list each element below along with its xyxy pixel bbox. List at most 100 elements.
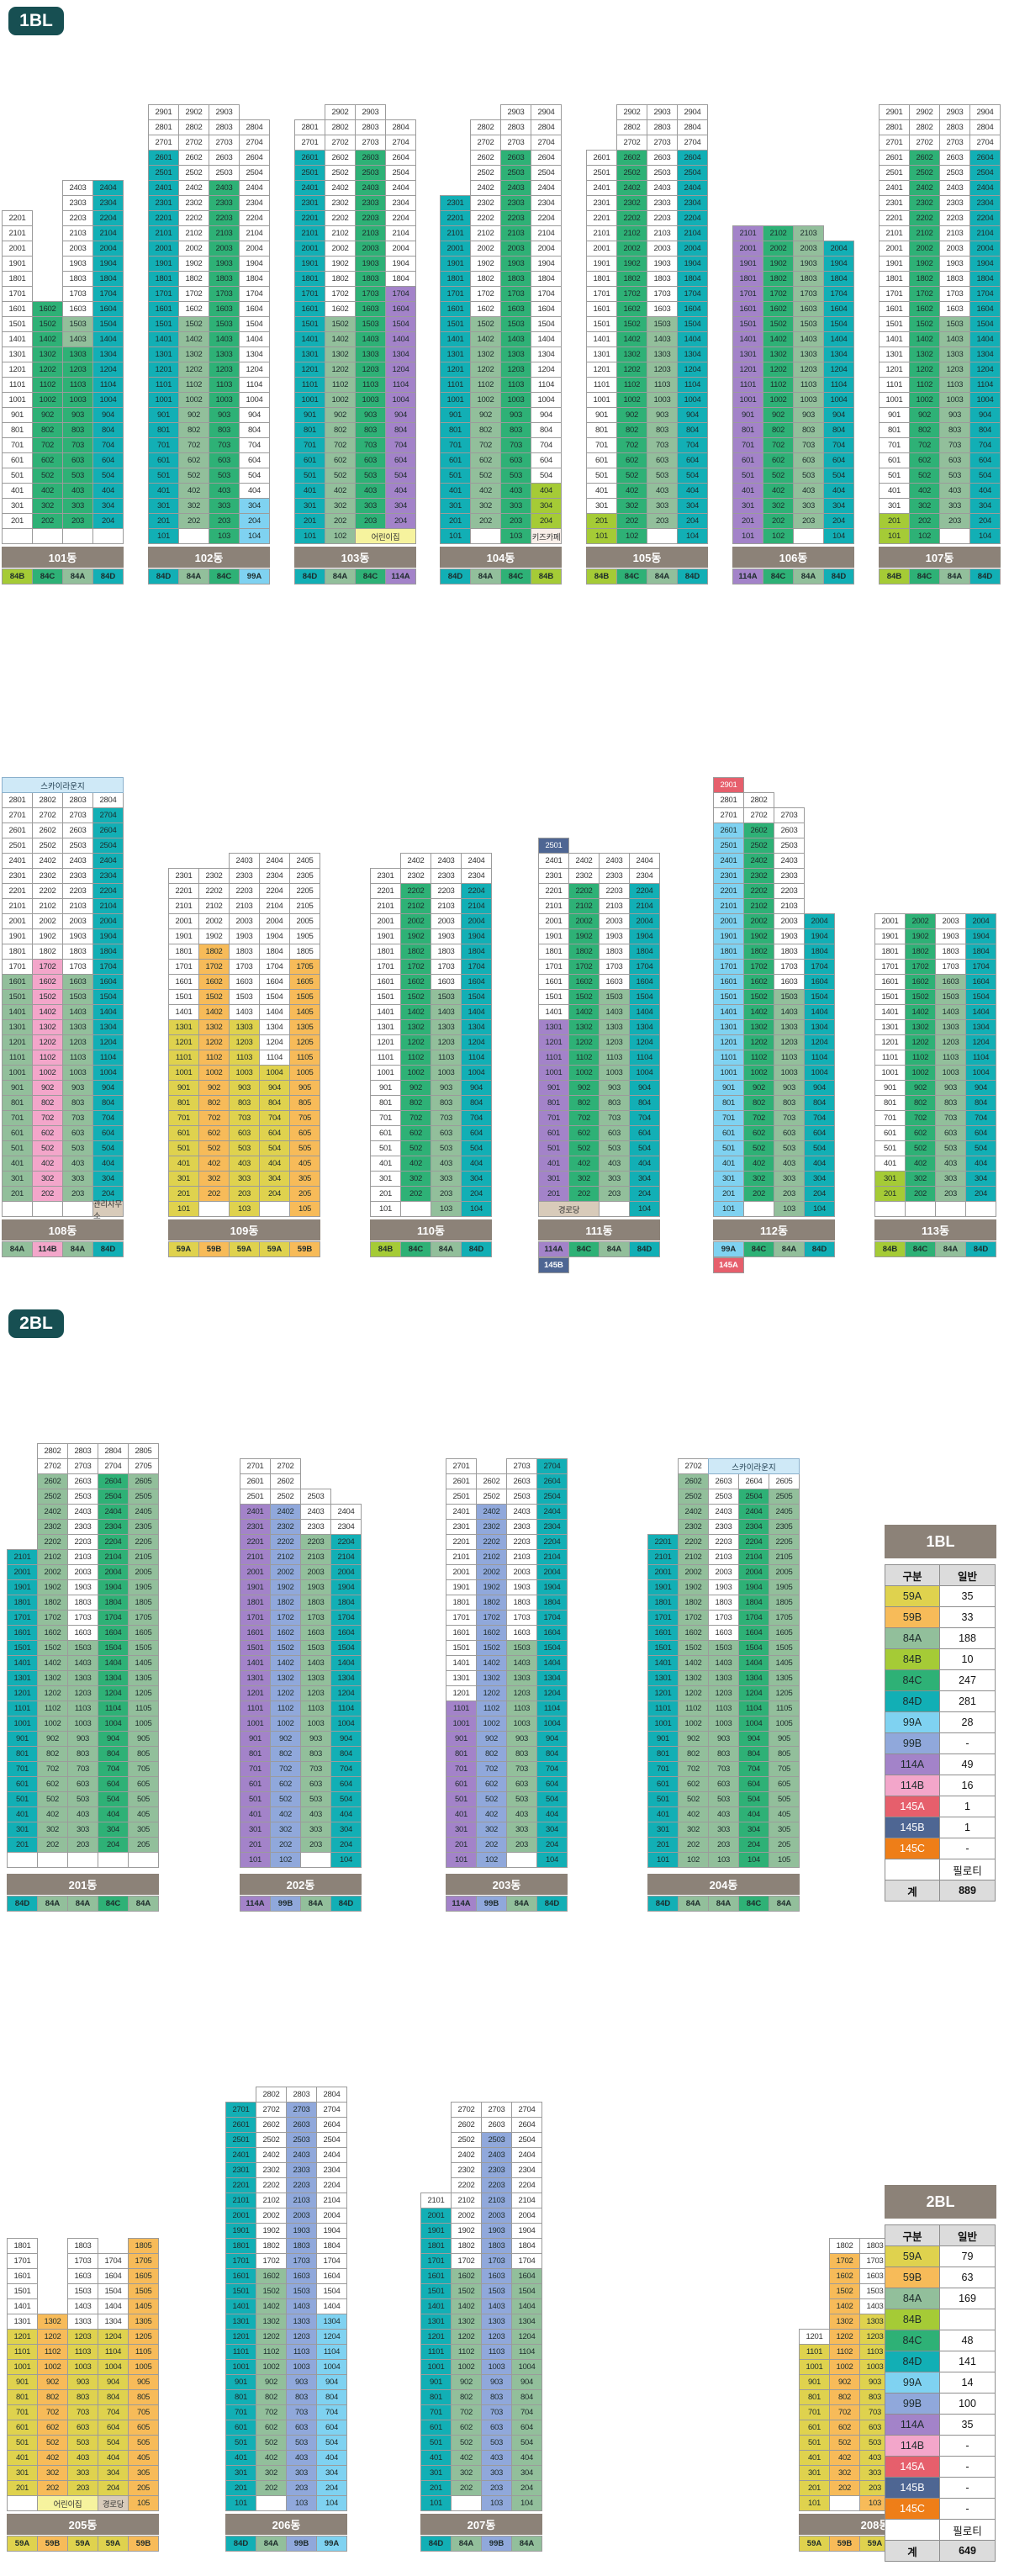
unit-cell: 1303: [209, 346, 240, 362]
unit-cell: 202: [400, 1186, 431, 1202]
unit-cell: 2404: [461, 853, 492, 869]
unit-cell: 901: [440, 407, 471, 423]
unit-cell: 2404: [677, 180, 708, 196]
piloti-cell: [198, 1201, 230, 1217]
unit-cell: 1403: [431, 1004, 462, 1020]
unit-cell: 2501: [2, 838, 33, 854]
unit-cell: 403: [647, 483, 678, 499]
unit-cell: 1702: [476, 1610, 507, 1626]
unit-cell: 603: [355, 452, 386, 468]
unit-cell: 1802: [568, 944, 600, 960]
unit-cell: 202: [178, 513, 209, 529]
unit-cell: 1201: [2, 1034, 33, 1050]
unit-cell: 404: [330, 1806, 362, 1822]
type-badge: 84D: [225, 2536, 256, 2552]
unit-cell: 402: [905, 1156, 936, 1172]
unit-cell: 1704: [965, 959, 996, 975]
legend-count-cell: -: [939, 1732, 996, 1754]
unit-cell: 201: [874, 1186, 906, 1202]
unit-cell: 101: [240, 1852, 271, 1868]
piloti-cell: [259, 1201, 290, 1217]
unit-cell: 203: [431, 1186, 462, 1202]
unit-cell: 2003: [647, 241, 678, 257]
unit-cell: 2104: [385, 225, 416, 241]
type-badge: 84A: [678, 1896, 709, 1912]
unit-cell: 1601: [148, 301, 179, 317]
unit-cell: 1103: [209, 377, 240, 393]
unit-cell: 2503: [774, 838, 805, 854]
unit-cell: 1001: [538, 1065, 569, 1081]
unit-cell: 2303: [67, 1519, 98, 1535]
unit-cell: 2603: [286, 2117, 317, 2133]
unit-cell: 2602: [32, 823, 63, 838]
unit-cell: 601: [2, 1125, 33, 1141]
unit-cell: 701: [2, 1110, 33, 1126]
unit-cell: 1402: [178, 331, 209, 347]
unit-cell: 1102: [763, 377, 794, 393]
unit-cell: 301: [2, 1171, 33, 1187]
unit-cell: 603: [481, 2420, 512, 2436]
unit-cell: 204: [259, 1186, 290, 1202]
unit-cell: 1401: [294, 331, 325, 347]
unit-cell: 1302: [451, 2314, 482, 2330]
unit-cell: 2503: [708, 1489, 739, 1505]
unit-cell: 1504: [461, 989, 492, 1005]
legend-count-cell: 48: [939, 2330, 996, 2351]
unit-cell: 701: [7, 2404, 38, 2420]
unit-cell: 1201: [2, 362, 33, 378]
unit-cell: 1304: [92, 1019, 124, 1035]
unit-cell: 903: [774, 1080, 805, 1096]
unit-cell: 2101: [2, 225, 33, 241]
unit-cell: 2604: [531, 150, 562, 166]
unit-cell: 801: [2, 1095, 33, 1111]
legend-count-cell: -: [939, 1838, 996, 1859]
unit-cell: 2504: [531, 165, 562, 181]
unit-cell: 1104: [823, 377, 854, 393]
unit-cell: 305: [128, 2465, 159, 2481]
unit-cell: 304: [969, 498, 1001, 514]
unit-cell: 1601: [168, 974, 199, 990]
unit-cell: 1704: [92, 286, 124, 302]
unit-cell: 804: [316, 2389, 347, 2405]
unit-cell: 304: [965, 1171, 996, 1187]
unit-cell: 903: [500, 407, 531, 423]
unit-cell: 602: [829, 2420, 860, 2436]
unit-cell: 902: [270, 1731, 301, 1747]
unit-cell: 1901: [420, 2223, 452, 2239]
unit-cell: 1502: [743, 989, 774, 1005]
unit-cell: 1904: [965, 928, 996, 944]
unit-cell: 1104: [804, 1050, 835, 1066]
unit-cell: 1502: [270, 1640, 301, 1656]
unit-cell: 1604: [92, 301, 124, 317]
unit-cell: 402: [476, 1806, 507, 1822]
unit-cell: 701: [148, 437, 179, 453]
unit-cell: 1503: [62, 316, 93, 332]
unit-cell: 1101: [586, 377, 617, 393]
unit-cell: 2503: [300, 1489, 331, 1505]
unit-cell: 2102: [32, 898, 63, 914]
unit-cell: 1902: [568, 928, 600, 944]
unit-cell: 1204: [531, 362, 562, 378]
unit-cell: 1401: [538, 1004, 569, 1020]
unit-cell: 1002: [325, 392, 356, 408]
type-badge: 84A: [935, 1241, 966, 1257]
unit-cell: 1804: [738, 1595, 769, 1611]
unit-cell: 1204: [823, 362, 854, 378]
unit-cell: 1202: [829, 2329, 860, 2345]
unit-cell: 2902: [178, 104, 209, 120]
unit-cell: 1903: [355, 256, 386, 272]
unit-cell: 1505: [128, 2283, 159, 2299]
unit-cell: 602: [909, 452, 940, 468]
unit-cell: 1801: [225, 2238, 256, 2254]
unit-cell: 2401: [879, 180, 910, 196]
unit-cell: 102: [678, 1852, 709, 1868]
unit-cell: 1802: [325, 271, 356, 287]
unit-cell: 504: [804, 1140, 835, 1156]
unit-cell: 1201: [538, 1034, 569, 1050]
unit-cell: 701: [879, 437, 910, 453]
unit-cell: 1404: [738, 1655, 769, 1671]
type-badge: 84C: [905, 1241, 936, 1257]
type-badge: 84D: [461, 1241, 492, 1257]
unit-cell: 2902: [616, 104, 647, 120]
